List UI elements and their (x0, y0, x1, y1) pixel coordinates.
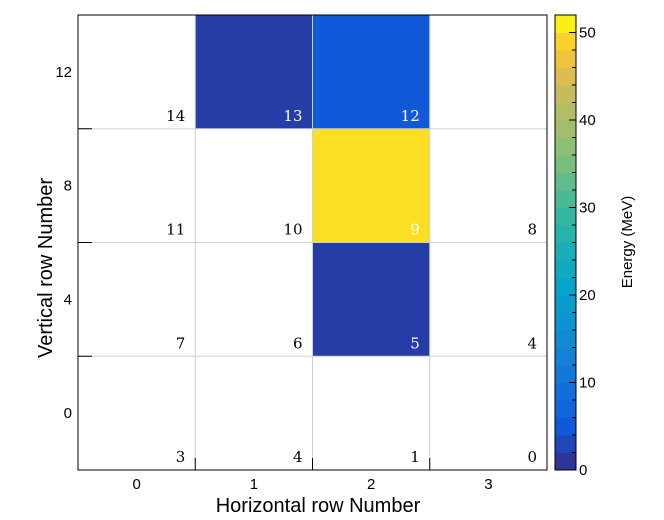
colorbar-band (555, 452, 576, 471)
colorbar-band (555, 347, 576, 366)
colorbar-tick-label: 0 (579, 462, 587, 479)
cell-label: 11 (166, 221, 185, 239)
x-axis-title: Horizontal row Number (216, 495, 421, 517)
cell-label: 4 (293, 448, 303, 466)
cell-label: 12 (401, 107, 420, 125)
colorbar-band (555, 85, 576, 103)
y-axis-title: Vertical row Number (35, 178, 57, 358)
colorbar-band (555, 312, 576, 331)
colorbar-band (555, 417, 576, 436)
colorbar-band (555, 32, 576, 51)
x-tick-label: 3 (484, 476, 492, 493)
cell-label: 1 (410, 448, 420, 466)
colorbar-band (555, 225, 576, 243)
cell-label: 8 (527, 221, 537, 239)
cell-label: 14 (166, 107, 185, 125)
colorbar-title: Energy (MeV) (619, 196, 636, 289)
y-tick-label: 12 (55, 64, 72, 81)
colorbar-band (555, 155, 576, 173)
cell-label: 13 (283, 107, 302, 125)
colorbar-band (555, 102, 576, 121)
cell-label: 6 (293, 334, 303, 352)
y-tick-label: 8 (64, 178, 72, 195)
colorbar-band (555, 365, 576, 383)
cell-label: 3 (176, 448, 186, 466)
cell-label: 10 (283, 221, 302, 239)
colorbar-band (555, 207, 576, 226)
cell-label: 9 (410, 221, 420, 239)
colorbar-band (555, 400, 576, 418)
y-tick-label: 0 (64, 405, 72, 422)
colorbar-tick-label: 30 (579, 200, 596, 217)
cell-9 (312, 242, 430, 357)
x-tick-label: 2 (367, 476, 375, 493)
colorbar-band (555, 435, 576, 453)
colorbar: 0 10 20 30 40 50 (554, 14, 596, 479)
cell-1 (195, 15, 313, 129)
colorbar-band (555, 277, 576, 296)
cell-label: 5 (410, 334, 420, 352)
grid-layer (78, 15, 547, 470)
colorbar-tick-label: 20 (579, 287, 596, 304)
colorbar-band (555, 382, 576, 401)
cell-2 (312, 15, 430, 129)
colorbar-band (555, 50, 576, 68)
x-tick-label: 0 (132, 476, 140, 493)
colorbar-tick-label: 40 (579, 112, 596, 129)
colorbar-band (555, 295, 576, 313)
colorbar-band (555, 120, 576, 138)
cells-layer (195, 15, 430, 357)
colorbar-band (555, 260, 576, 278)
x-tick-label: 1 (250, 476, 258, 493)
cell-label: 4 (527, 334, 537, 352)
colorbar-band (555, 137, 576, 156)
cell-label: 0 (527, 448, 537, 466)
colorbar-band (555, 67, 576, 86)
colorbar-band (555, 15, 576, 33)
y-tick-label: 4 (64, 291, 72, 308)
cell-label: 7 (176, 334, 186, 352)
colorbar-band (555, 330, 576, 348)
cell-5 (312, 128, 430, 243)
colorbar-tick-label: 50 (579, 25, 596, 42)
colorbar-band (555, 172, 576, 191)
colorbar-band (555, 242, 576, 261)
colorbar-band (555, 190, 576, 208)
colorbar-tick-label: 10 (579, 375, 596, 392)
